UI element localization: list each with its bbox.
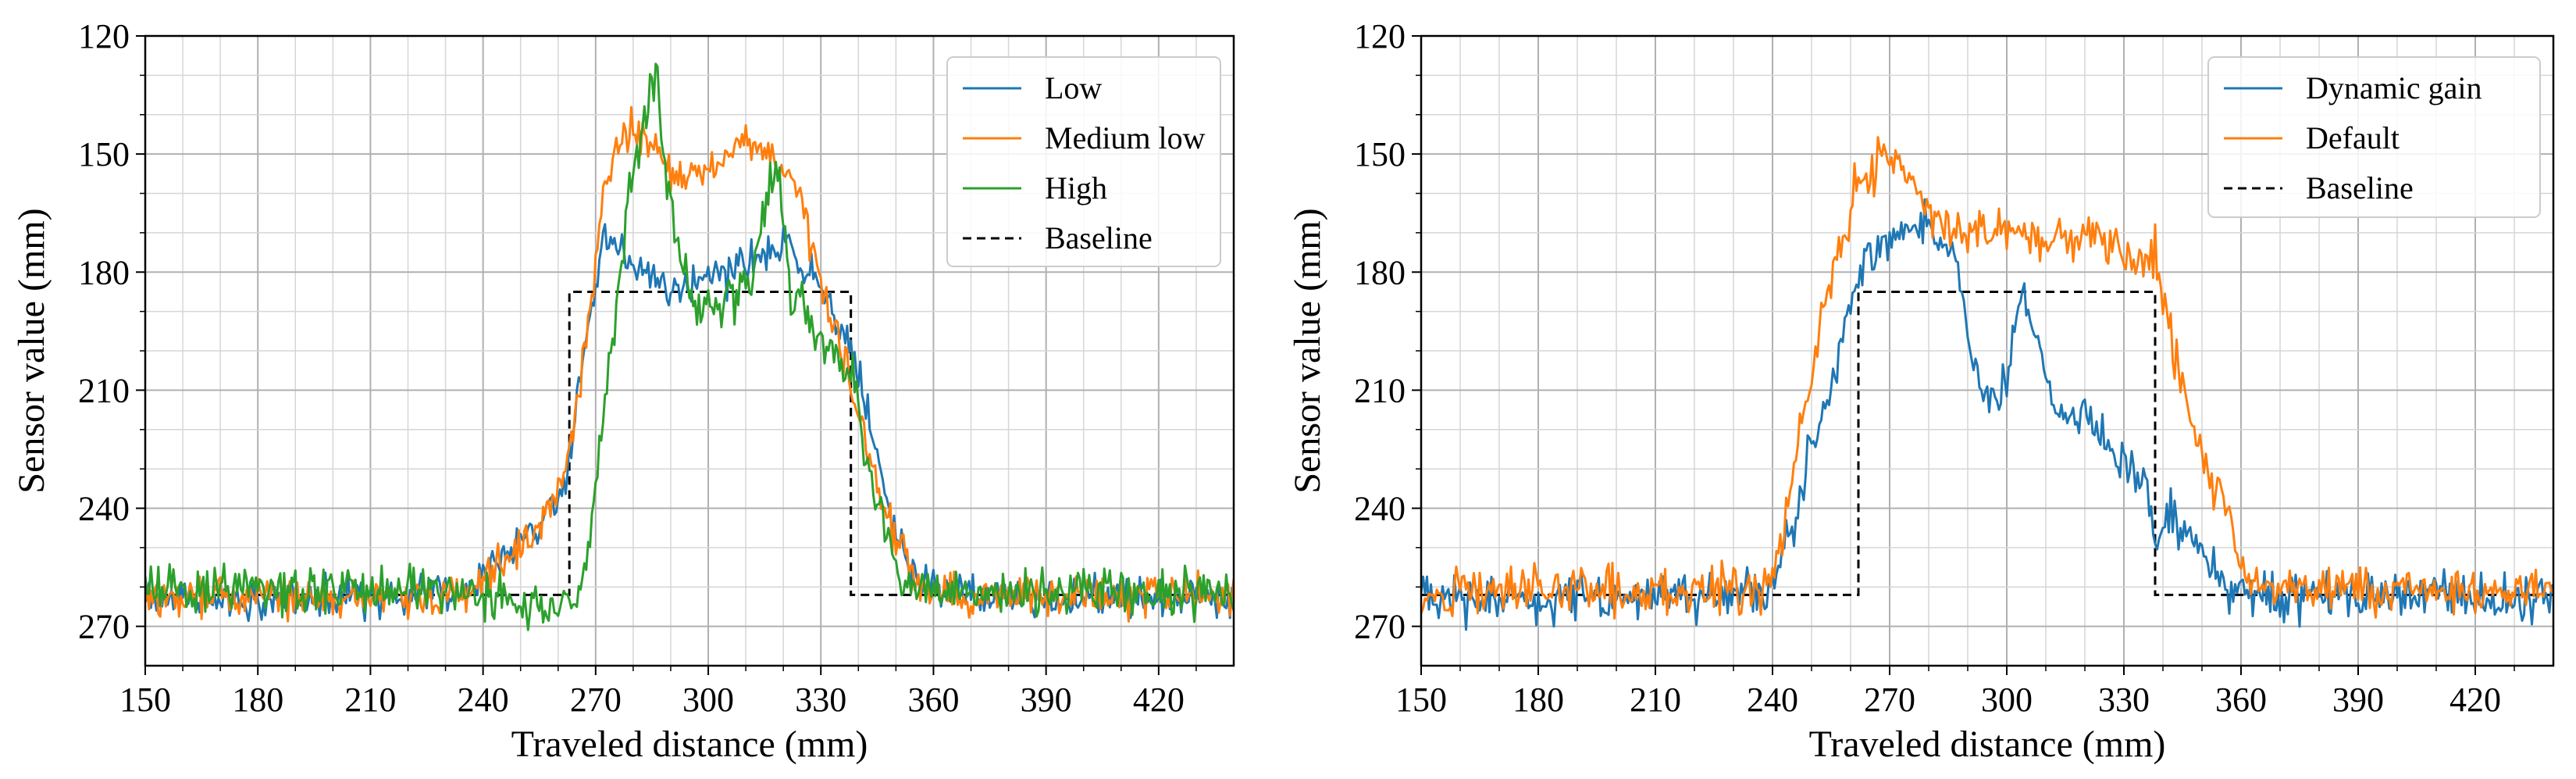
legend-label: Default <box>2306 120 2400 155</box>
legend: Low Medium low High Baseline <box>946 56 1221 267</box>
x-tick-label: 240 <box>1747 681 1798 719</box>
series-line-default <box>1421 136 2553 620</box>
legend-box <box>2207 56 2541 218</box>
x-tick-label: 150 <box>119 681 171 719</box>
baseline-line <box>1421 290 2553 596</box>
y-tick-label: 210 <box>1354 371 1406 409</box>
legend-label: Dynamic gain <box>2306 70 2482 105</box>
x-tick-label: 180 <box>1512 681 1564 719</box>
x-tick-label: 180 <box>232 681 283 719</box>
x-axis-title: Traveled distance (mm) <box>511 724 868 765</box>
x-tick-label: 390 <box>2332 681 2384 719</box>
legend-label: Baseline <box>1045 220 1153 255</box>
y-axis-title: Sensor value (mm) <box>11 208 52 493</box>
y-tick-label: 270 <box>78 608 130 646</box>
x-tick-label: 420 <box>1133 681 1185 719</box>
x-tick-label: 240 <box>458 681 509 719</box>
chart-panel-2: 150 180 210 240 270 300 330 360 390 420 120 150 180 2… <box>1287 17 2555 765</box>
y-axis-title: Sensor value (mm) <box>1287 208 1328 493</box>
baseline-line <box>145 290 1234 596</box>
x-tick-label: 270 <box>1864 681 1915 719</box>
y-tick-label: 210 <box>78 371 130 409</box>
x-tick-label: 330 <box>795 681 846 719</box>
series-line-low <box>145 223 1234 623</box>
y-tick-label: 150 <box>78 135 130 173</box>
y-tick-label: 120 <box>1354 17 1406 55</box>
x-axis-title: Traveled distance (mm) <box>1809 724 2166 765</box>
y-tick-label: 240 <box>1354 490 1406 528</box>
x-tick-label: 210 <box>1630 681 1681 719</box>
x-tick-label: 330 <box>2098 681 2150 719</box>
x-tick-label: 150 <box>1395 681 1447 719</box>
y-tick-label: 180 <box>78 253 130 291</box>
y-tick-label: 180 <box>1354 253 1406 291</box>
legend-label: Medium low <box>1045 120 1206 155</box>
legend-box <box>946 56 1221 267</box>
x-tick-label: 420 <box>2450 681 2501 719</box>
legend-label: Baseline <box>2306 170 2414 205</box>
x-tick-label: 360 <box>907 681 959 719</box>
y-tick-label: 120 <box>78 17 130 55</box>
x-tick-label: 300 <box>682 681 734 719</box>
legend-label: Low <box>1045 70 1102 105</box>
legend: Dynamic gain Default Baseline <box>2207 56 2541 218</box>
y-tick-label: 240 <box>78 490 130 528</box>
series-line-high <box>145 63 1234 631</box>
x-tick-label: 300 <box>1981 681 2033 719</box>
legend-label: High <box>1045 170 1107 205</box>
y-tick-label: 150 <box>1354 135 1406 173</box>
chart-panel-1: 150 180 210 240 270 300 330 360 390 420 120 150 180 2… <box>11 17 1235 765</box>
x-tick-label: 360 <box>2215 681 2267 719</box>
x-tick-label: 390 <box>1021 681 1072 719</box>
x-tick-label: 270 <box>570 681 622 719</box>
y-tick-label: 270 <box>1354 608 1406 646</box>
x-tick-label: 210 <box>344 681 396 719</box>
series-line-dynamic-gain <box>1421 198 2553 631</box>
